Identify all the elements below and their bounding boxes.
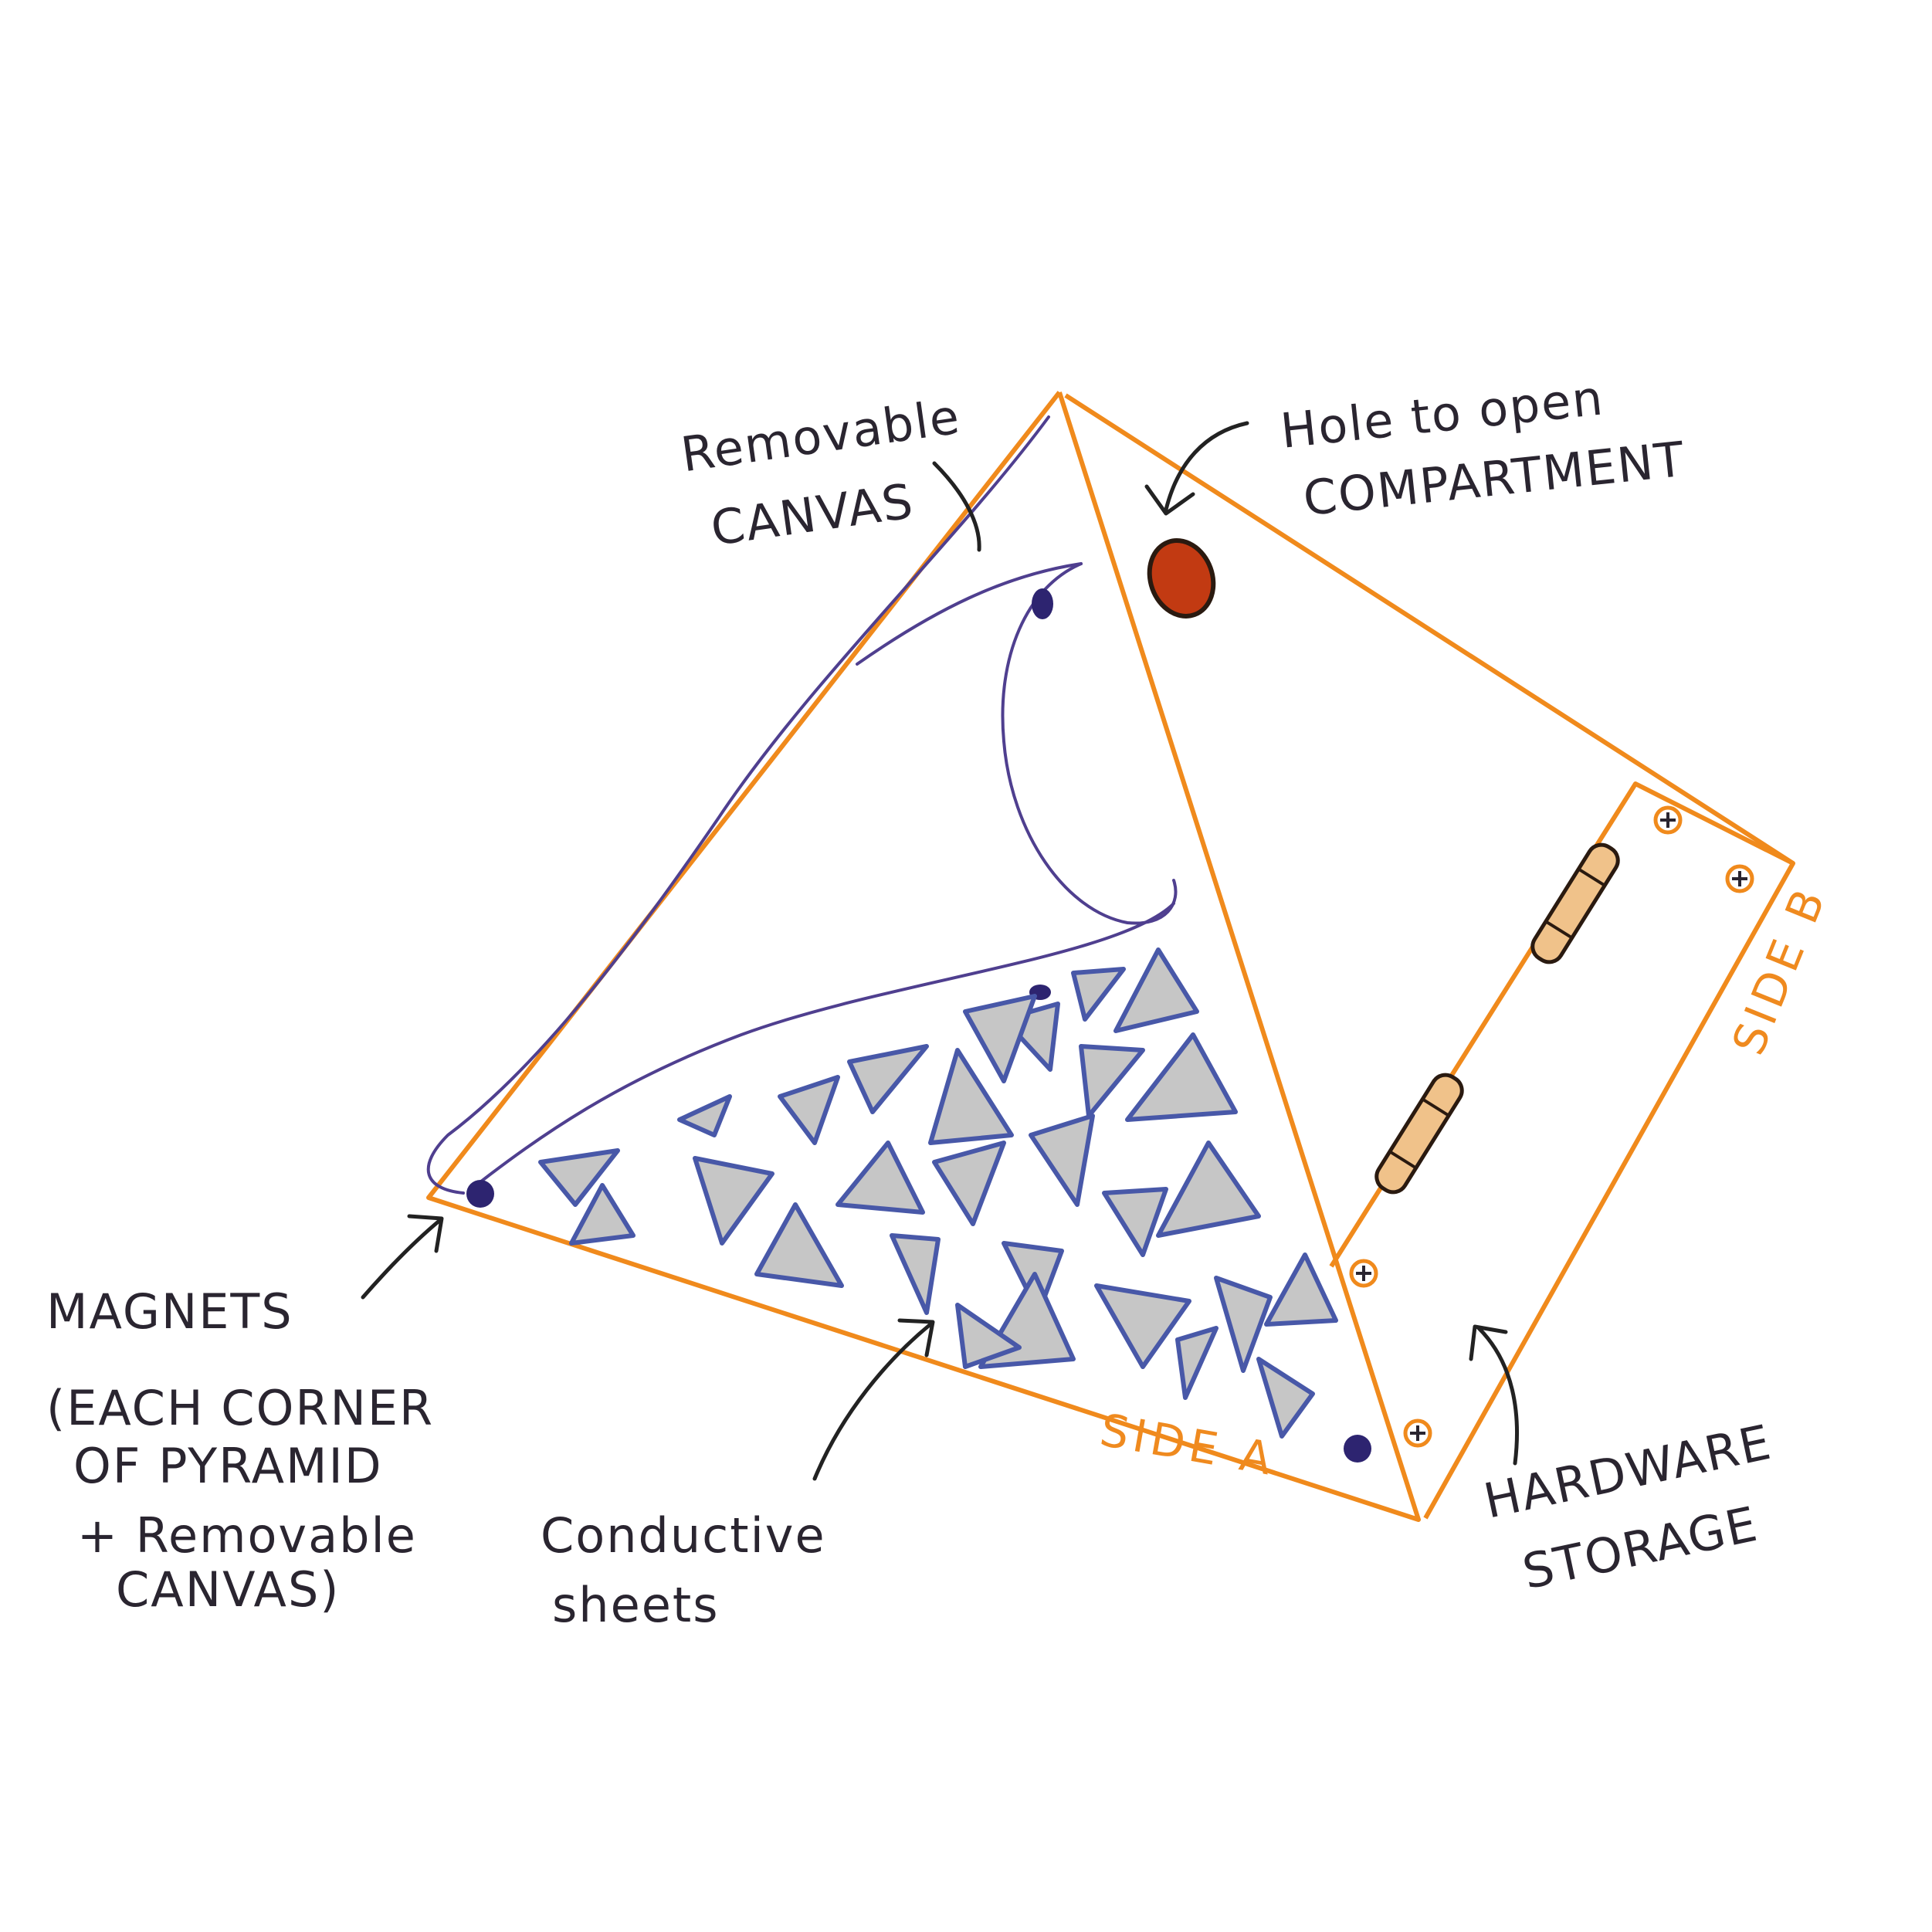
removable-canvas-label: Removable CANVAS [678, 388, 964, 557]
sheet-14 [778, 1075, 840, 1145]
sheet-20 [1264, 1252, 1338, 1327]
sheet-26 [1256, 1357, 1315, 1439]
conductive-label: Conductive sheets [541, 1507, 826, 1633]
hardware-elements [466, 538, 1754, 1463]
sheet-7 [928, 1048, 1014, 1145]
sheet-1 [1113, 947, 1199, 1033]
removable-canvas-line-1: Removable [678, 388, 964, 483]
conductive-line-2: sheets [552, 1577, 720, 1633]
conductive-sheets [538, 947, 1338, 1439]
canvas-fold-top [856, 562, 1083, 666]
pyramid-outline [426, 391, 1795, 1522]
magnets-line-5: CANVAS) [116, 1561, 341, 1618]
hinge-icon [1530, 842, 1620, 964]
sheet-4 [1125, 1032, 1238, 1122]
conductive-line-1: Conductive [541, 1507, 826, 1564]
removable-canvas-line-2: CANVAS [707, 473, 917, 557]
hole-label: Hole to open COMPARTMENT [1278, 369, 1688, 527]
sheet-27 [538, 1148, 620, 1207]
sheet-18 [890, 1233, 941, 1315]
hardware-label: HARDWARE STORAGE [1479, 1414, 1776, 1601]
arrow-conductive [812, 1318, 935, 1481]
sheet-16 [677, 1094, 732, 1137]
screw-icon [1349, 1259, 1378, 1288]
removable-canvas [426, 415, 1178, 1195]
sheet-8 [847, 1044, 929, 1114]
canvas-bottom-curve [469, 902, 1175, 1191]
sheet-15 [693, 1156, 774, 1246]
sheet-24 [955, 1303, 1022, 1369]
sheet-21 [1214, 1276, 1273, 1373]
hardware-storage-panel [1329, 781, 1795, 1268]
sheet-2 [1071, 967, 1126, 1022]
sheet-13 [836, 1141, 925, 1215]
sheet-10 [1156, 1141, 1261, 1238]
magnets-line-3: OF PYRAMID [73, 1438, 383, 1494]
screw-icon [1725, 864, 1754, 893]
sheet-25 [1175, 1326, 1219, 1400]
screw-icon [1403, 1418, 1432, 1448]
arrow-magnets [361, 1214, 444, 1300]
sheet-17 [754, 1202, 844, 1288]
magnet-dot-canvas-top [1032, 588, 1053, 619]
arrow-removable-canvas [932, 461, 981, 552]
side-b-label: SIDE B [1722, 878, 1837, 1062]
magnet-dot-corner-left [466, 1180, 494, 1208]
magnets-line-2: (EACH CORNER [46, 1380, 434, 1436]
sheet-28 [569, 1183, 636, 1246]
arrow-hardware [1469, 1324, 1519, 1466]
sheet-11 [1102, 1187, 1168, 1257]
canvas-left-edge [426, 415, 1050, 1195]
magnets-line-1: MAGNETS [46, 1283, 293, 1340]
magnets-line-4: + Removable [77, 1507, 417, 1564]
screw-icon [1653, 805, 1683, 835]
magnet-dot-corner-bottom [1344, 1435, 1371, 1463]
sheet-22 [1094, 1283, 1191, 1369]
hinge-icon [1374, 1073, 1464, 1195]
hole-icon [1147, 538, 1216, 619]
pointer-arrows [361, 421, 1519, 1481]
sheet-12 [932, 1141, 1006, 1226]
side-a-label: SIDE A [1096, 1404, 1280, 1486]
arrow-hole [1144, 421, 1249, 516]
side-a-edges [426, 391, 1421, 1522]
magnets-label: MAGNETS (EACH CORNER OF PYRAMID + Remova… [46, 1283, 434, 1618]
sheet-5 [1079, 1044, 1145, 1118]
sheet-9 [1029, 1113, 1095, 1207]
sheet-6 [963, 994, 1037, 1083]
canvas-fold-loop [1001, 562, 1178, 925]
